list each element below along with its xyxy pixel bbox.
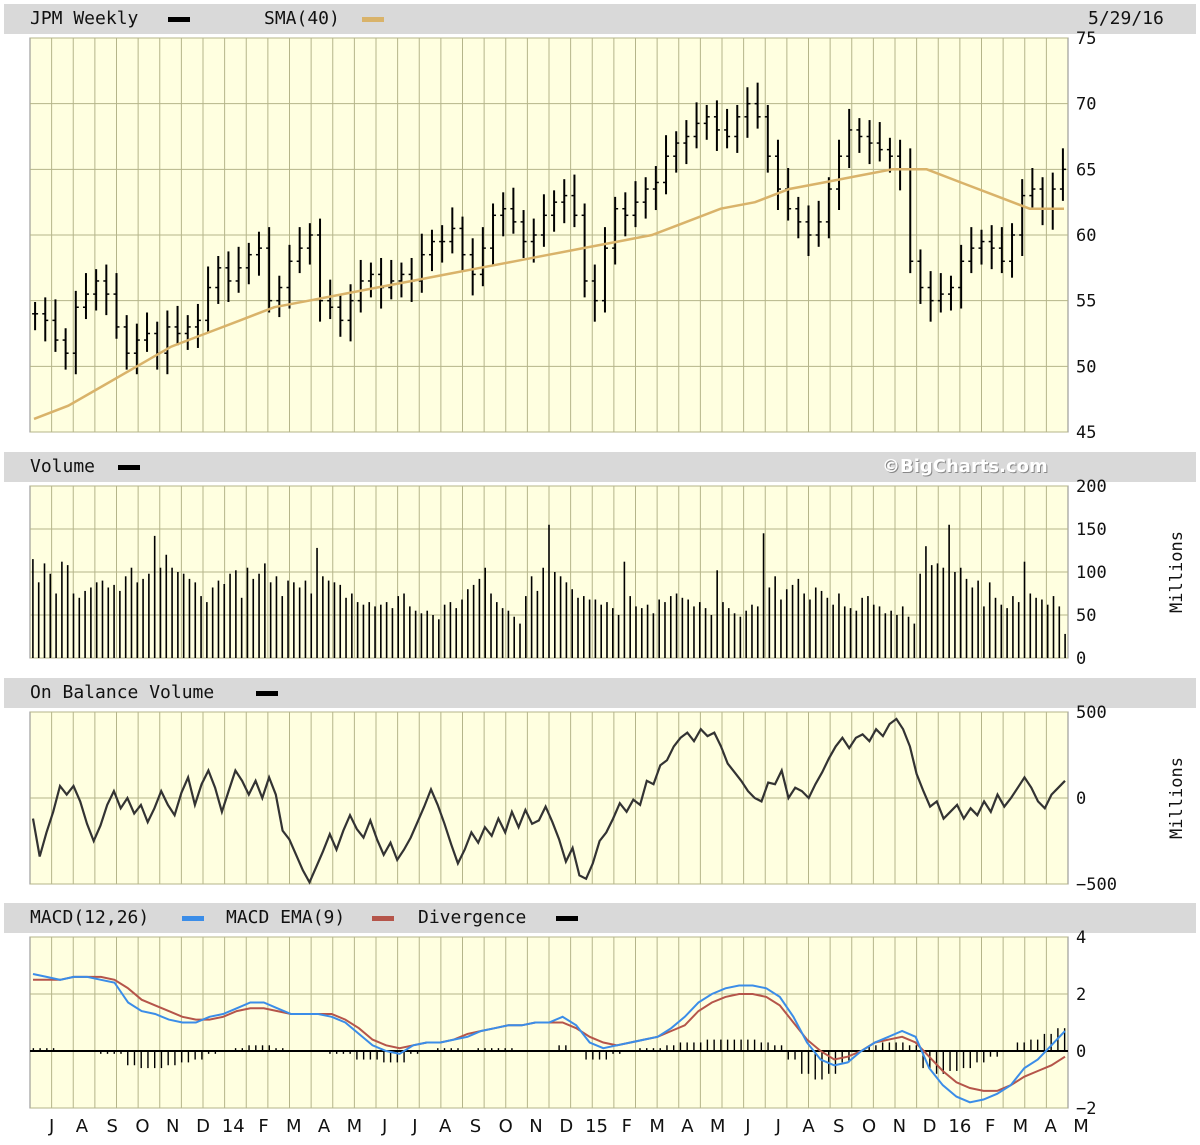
- x-tick-label: M: [649, 1116, 665, 1137]
- chart-date: 5/29/16: [1088, 8, 1164, 29]
- x-tick-label: F: [258, 1116, 268, 1137]
- vol-ytick-label: 0: [1076, 649, 1086, 669]
- x-tick-label: M: [347, 1116, 363, 1137]
- price-ytick-label: 45: [1076, 423, 1096, 443]
- macd-legend-swatch: [182, 916, 204, 921]
- macd-ytick-label: 2: [1076, 985, 1086, 1005]
- x-tick-label: D: [196, 1116, 210, 1137]
- x-tick-label: M: [1013, 1116, 1029, 1137]
- x-tick-label: D: [923, 1116, 937, 1137]
- macd-line: [32, 973, 1066, 1104]
- x-tick-label: O: [862, 1116, 876, 1137]
- vol-ytick-label: 200: [1076, 477, 1107, 497]
- sma-line: [33, 168, 1064, 421]
- price-ytick-label: 70: [1076, 95, 1096, 115]
- volume-legend-swatch: [118, 465, 140, 470]
- x-tick-label: A: [1045, 1116, 1058, 1137]
- x-tick-label: A: [76, 1116, 89, 1137]
- x-tick-label: 16: [948, 1116, 971, 1137]
- volume-title: Volume: [30, 456, 96, 477]
- x-tick-label: A: [318, 1116, 331, 1137]
- price-header: JPM Weekly SMA(40) 5/29/16: [4, 4, 1196, 34]
- price-title: JPM Weekly: [30, 8, 139, 29]
- obv-ytick-label: 500: [1076, 703, 1107, 723]
- x-tick-label: F: [985, 1116, 995, 1137]
- x-tick-label: O: [499, 1116, 513, 1137]
- macd-label: MACD(12,26): [30, 907, 150, 928]
- x-tick-label: J: [381, 1116, 387, 1137]
- x-tick-label: J: [411, 1116, 417, 1137]
- price-ytick-label: 50: [1076, 357, 1096, 377]
- x-tick-label: J: [48, 1116, 54, 1137]
- price-legend-swatch: [168, 17, 190, 22]
- obv-line: [31, 717, 1066, 885]
- x-tick-label: O: [135, 1116, 149, 1137]
- ema-label: MACD EMA(9): [226, 907, 346, 928]
- volume-header: Volume ©BigCharts.com: [4, 452, 1196, 482]
- x-tick-label: M: [710, 1116, 726, 1137]
- obv-ytick-label: −500: [1076, 875, 1117, 895]
- x-tick-label: M: [1073, 1116, 1089, 1137]
- macd-header: MACD(12,26) MACD EMA(9) Divergence: [4, 903, 1196, 933]
- x-tick-label: 15: [585, 1116, 608, 1137]
- x-tick-label: D: [559, 1116, 573, 1137]
- watermark: ©BigCharts.com: [882, 456, 1048, 477]
- x-tick-label: A: [681, 1116, 694, 1137]
- x-tick-label: M: [286, 1116, 302, 1137]
- obv-header: On Balance Volume: [4, 678, 1196, 708]
- x-tick-label: S: [106, 1116, 117, 1137]
- macd-ytick-label: −2: [1076, 1099, 1096, 1119]
- price-ytick-label: 65: [1076, 160, 1096, 180]
- price-ytick-label: 55: [1076, 292, 1096, 312]
- vol-millions-label: Millions: [1167, 531, 1187, 613]
- x-tick-label: N: [529, 1116, 542, 1137]
- x-tick-label: A: [802, 1116, 815, 1137]
- vol-ytick-label: 50: [1076, 606, 1096, 626]
- x-tick-label: J: [775, 1116, 781, 1137]
- x-tick-label: A: [439, 1116, 452, 1137]
- ema-legend-swatch: [372, 916, 394, 921]
- macd-ytick-label: 0: [1076, 1042, 1086, 1062]
- x-tick-label: 14: [222, 1116, 245, 1137]
- x-tick-label: F: [622, 1116, 632, 1137]
- obv-legend-swatch: [256, 691, 278, 696]
- x-tick-label: N: [166, 1116, 179, 1137]
- price-ytick-label: 60: [1076, 226, 1096, 246]
- sma-label: SMA(40): [264, 8, 340, 29]
- obv-ytick-label: 0: [1076, 789, 1086, 809]
- x-tick-label: S: [470, 1116, 481, 1137]
- x-tick-label: S: [833, 1116, 844, 1137]
- macd-ytick-label: 4: [1076, 928, 1086, 948]
- divergence-label: Divergence: [418, 907, 527, 928]
- obv-millions-label: Millions: [1167, 757, 1187, 839]
- x-tick-label: N: [893, 1116, 906, 1137]
- vol-ytick-label: 100: [1076, 563, 1107, 583]
- x-tick-label: J: [744, 1116, 750, 1137]
- divergence-legend-swatch: [556, 916, 578, 921]
- sma-legend-swatch: [362, 17, 384, 22]
- vol-ytick-label: 150: [1076, 520, 1107, 540]
- obv-title: On Balance Volume: [30, 682, 215, 703]
- price-ytick-label: 75: [1076, 29, 1096, 49]
